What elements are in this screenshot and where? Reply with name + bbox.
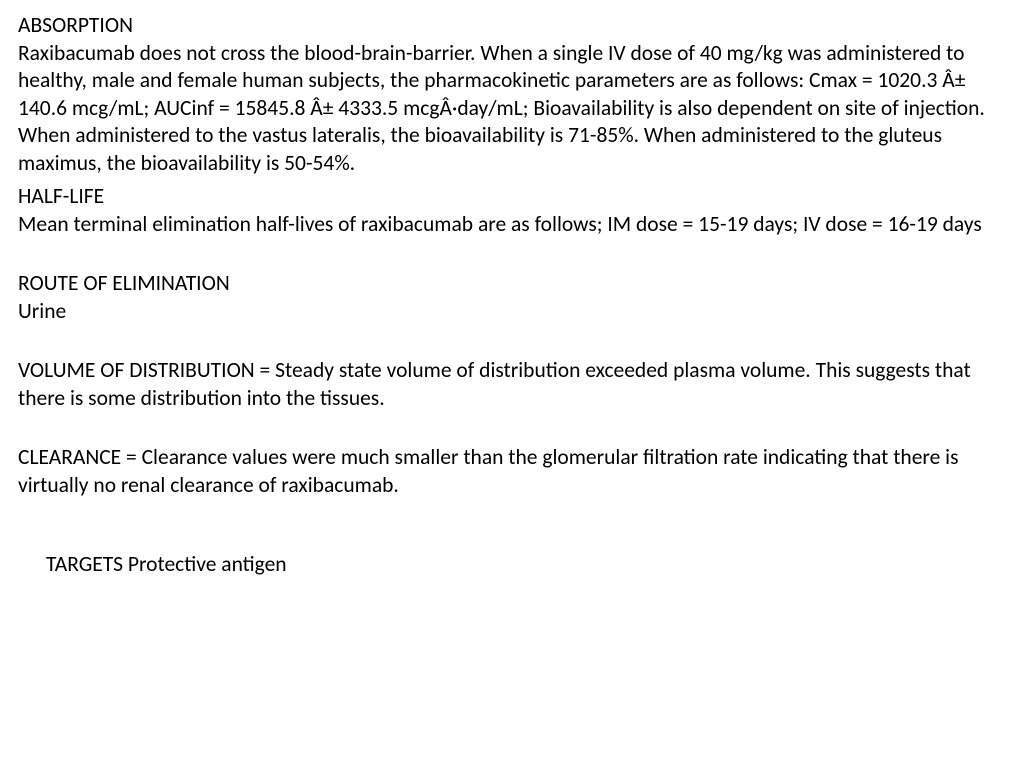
- spacer: [18, 244, 1006, 270]
- route-section: ROUTE OF ELIMINATION Urine: [18, 270, 1006, 325]
- targets-line: TARGETS Protective antigen: [46, 551, 287, 577]
- half-life-section: HALF-LIFE Mean terminal elimination half…: [18, 183, 1006, 238]
- slide-content: ABSORPTION Raxibacumab does not cross th…: [0, 0, 1024, 768]
- volume-line: VOLUME OF DISTRIBUTION = Steady state vo…: [18, 357, 1006, 412]
- absorption-heading: ABSORPTION: [18, 12, 1006, 40]
- half-life-heading: HALF-LIFE: [18, 183, 1006, 211]
- route-heading: ROUTE OF ELIMINATION: [18, 270, 1006, 298]
- targets-section: TARGETS Protective antigen: [46, 551, 1006, 577]
- route-body: Urine: [18, 298, 1006, 326]
- spacer: [18, 331, 1006, 357]
- absorption-body: Raxibacumab does not cross the blood-bra…: [18, 40, 1006, 178]
- spacer: [18, 418, 1006, 444]
- volume-section: VOLUME OF DISTRIBUTION = Steady state vo…: [18, 357, 1006, 412]
- clearance-line: CLEARANCE = Clearance values were much s…: [18, 444, 1006, 499]
- absorption-section: ABSORPTION Raxibacumab does not cross th…: [18, 12, 1006, 177]
- clearance-section: CLEARANCE = Clearance values were much s…: [18, 444, 1006, 499]
- half-life-body: Mean terminal elimination half-lives of …: [18, 211, 1006, 239]
